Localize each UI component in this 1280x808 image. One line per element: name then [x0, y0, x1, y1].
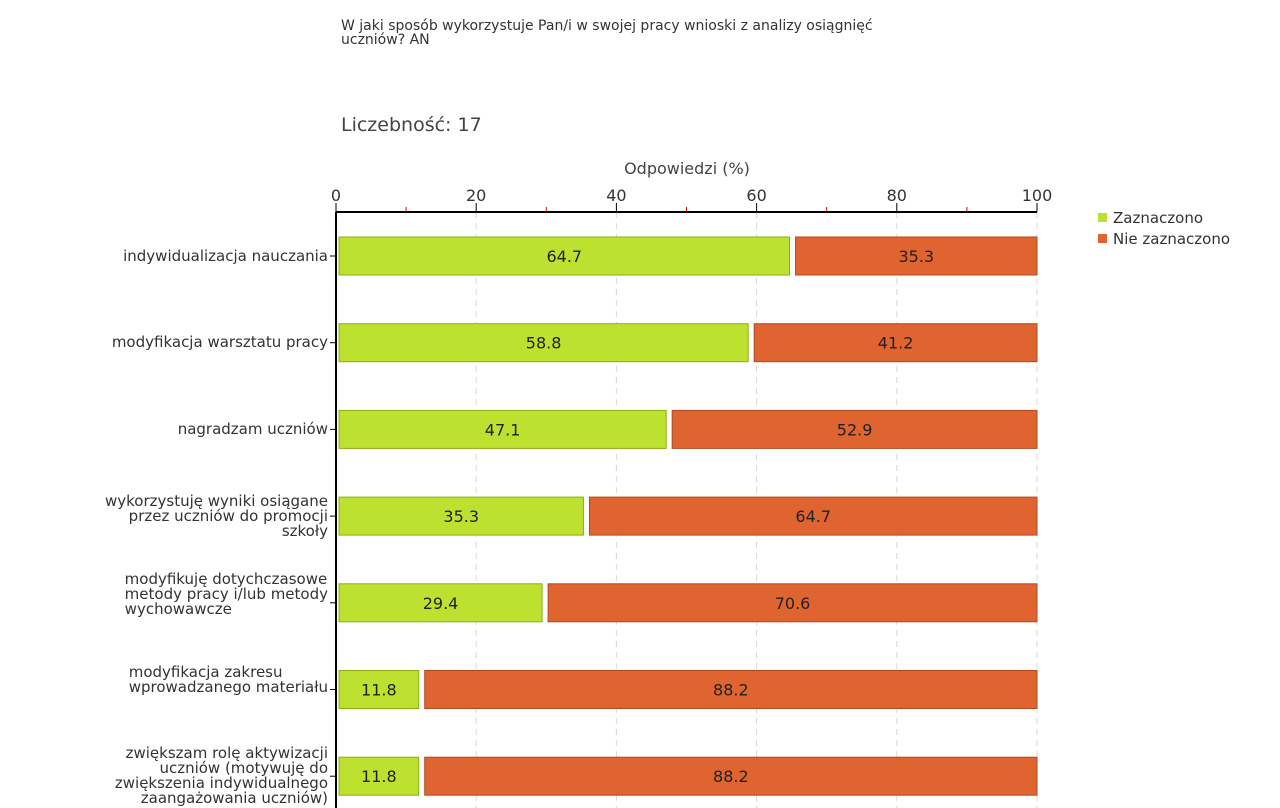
- bar-zaznaczono: [338, 756, 420, 796]
- bar-zaznaczono: [338, 409, 667, 449]
- legend-item-zaznaczono: Zaznaczono: [1098, 207, 1230, 228]
- chart-title: W jaki sposób wykorzystuje Pan/i w swoje…: [341, 18, 873, 48]
- bar-zaznaczono: [338, 670, 420, 709]
- legend-swatch-zaznaczono: [1098, 213, 1107, 222]
- data-label-nie-zaznaczono: 64.7: [795, 507, 831, 526]
- legend-item-nie-zaznaczono: Nie zaznaczono: [1098, 228, 1230, 249]
- count-label: Liczebność: 17: [341, 114, 482, 136]
- data-label-nie-zaznaczono: 41.2: [878, 334, 914, 353]
- data-label-zaznaczono: 58.8: [526, 334, 562, 353]
- x-tick-label: 100: [1021, 186, 1053, 205]
- x-tick-label: 40: [606, 186, 627, 205]
- category-label: nagradzam uczniów: [177, 419, 328, 438]
- data-label-zaznaczono: 47.1: [485, 420, 521, 439]
- data-label-zaznaczono: 11.8: [361, 767, 397, 786]
- data-label-nie-zaznaczono: 88.2: [713, 767, 749, 786]
- x-tick-label: 80: [886, 186, 907, 205]
- bar-zaznaczono: [338, 323, 749, 363]
- bar-zaznaczono: [338, 583, 543, 623]
- bar-nie-zaznaczono: [588, 496, 1038, 536]
- x-axis-title: Odpowiedzi (%): [624, 159, 750, 178]
- data-label-zaznaczono: 29.4: [423, 594, 459, 613]
- data-label-zaznaczono: 35.3: [443, 507, 479, 526]
- data-label-zaznaczono: 64.7: [546, 247, 582, 266]
- x-tick-label: 0: [330, 186, 342, 205]
- legend-label-zaznaczono: Zaznaczono: [1113, 208, 1204, 227]
- bar-zaznaczono: [338, 236, 791, 276]
- bar-nie-zaznaczono: [795, 236, 1038, 276]
- x-tick-label: 20: [466, 186, 487, 205]
- data-label-nie-zaznaczono: 88.2: [713, 681, 749, 700]
- bar-nie-zaznaczono: [424, 670, 1038, 709]
- category-label: indywidualizacja nauczania: [123, 246, 328, 265]
- bar-nie-zaznaczono: [547, 583, 1038, 623]
- category-label: modyfikacja zakresu wprowadzanego materi…: [128, 662, 328, 696]
- category-label: wykorzystuję wyniki osiągane przez uczni…: [104, 491, 328, 540]
- data-label-zaznaczono: 11.8: [361, 681, 397, 700]
- data-label-nie-zaznaczono: 35.3: [898, 247, 934, 266]
- category-label: zwiększam rolę aktywizacji uczniów (moty…: [114, 744, 328, 808]
- data-label-nie-zaznaczono: 70.6: [775, 594, 811, 613]
- legend: Zaznaczono Nie zaznaczono: [1098, 207, 1230, 249]
- x-tick-label: 60: [746, 186, 767, 205]
- bar-nie-zaznaczono: [671, 409, 1038, 449]
- data-label-nie-zaznaczono: 52.9: [837, 420, 873, 439]
- bar-zaznaczono: [338, 496, 584, 536]
- category-label: modyfikuję dotychczasowe metody pracy i/…: [124, 570, 328, 619]
- category-label: modyfikacja warsztatu pracy: [111, 333, 328, 352]
- legend-swatch-nie-zaznaczono: [1098, 234, 1107, 243]
- legend-label-nie-zaznaczono: Nie zaznaczono: [1113, 229, 1231, 248]
- bar-nie-zaznaczono: [753, 323, 1038, 363]
- bar-nie-zaznaczono: [424, 756, 1038, 796]
